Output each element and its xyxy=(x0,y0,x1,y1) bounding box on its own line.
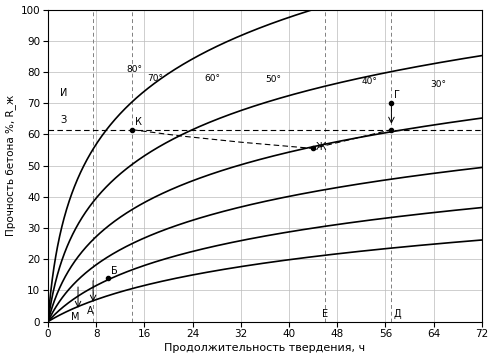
Text: Д: Д xyxy=(394,308,401,318)
Text: 30°: 30° xyxy=(431,80,447,89)
Text: 50°: 50° xyxy=(265,75,281,84)
X-axis label: Продолжительность твердения, ч: Продолжительность твердения, ч xyxy=(165,344,366,354)
Text: 80°: 80° xyxy=(126,65,142,74)
Text: 70°: 70° xyxy=(147,74,164,83)
Text: 60°: 60° xyxy=(205,74,221,83)
Text: А: А xyxy=(87,306,93,316)
Text: Ж: Ж xyxy=(316,141,327,151)
Text: М: М xyxy=(71,312,79,322)
Text: З: З xyxy=(60,115,66,125)
Text: Е: Е xyxy=(322,308,328,318)
Text: И: И xyxy=(60,89,67,98)
Text: Г: Г xyxy=(394,90,401,100)
Text: Б: Б xyxy=(111,266,118,276)
Text: К: К xyxy=(135,117,142,127)
Y-axis label: Прочность бетона %, R_ж: Прочность бетона %, R_ж xyxy=(5,95,16,236)
Text: 40°: 40° xyxy=(361,77,377,86)
